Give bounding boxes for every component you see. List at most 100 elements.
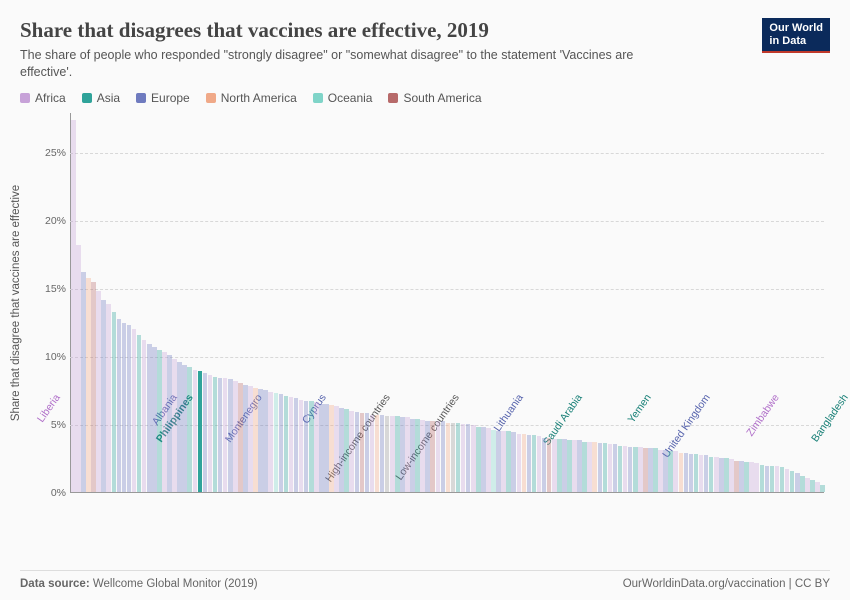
bar[interactable] — [765, 466, 770, 492]
bar[interactable] — [177, 362, 182, 492]
bar[interactable] — [461, 424, 466, 492]
x-tick-label[interactable]: Lithuania — [492, 392, 526, 434]
bar[interactable] — [172, 359, 177, 492]
bar[interactable] — [324, 404, 329, 492]
bar[interactable] — [405, 417, 410, 491]
bar[interactable] — [567, 440, 572, 491]
bar[interactable] — [734, 461, 739, 492]
bar[interactable] — [263, 390, 268, 492]
bar[interactable] — [213, 377, 218, 492]
bar[interactable] — [633, 447, 638, 492]
bar[interactable] — [147, 344, 152, 492]
bar[interactable] — [810, 480, 815, 492]
bar[interactable] — [365, 413, 370, 492]
bar[interactable] — [501, 431, 506, 492]
bar[interactable] — [603, 443, 608, 492]
bar[interactable] — [714, 457, 719, 492]
bar[interactable] — [400, 417, 405, 491]
bar[interactable] — [233, 381, 238, 492]
bar[interactable] — [481, 427, 486, 492]
bar[interactable] — [380, 415, 385, 492]
bar[interactable] — [319, 404, 324, 492]
bar[interactable] — [582, 442, 587, 492]
bar[interactable] — [274, 393, 279, 492]
bar[interactable] — [739, 461, 744, 492]
bar[interactable] — [339, 408, 344, 492]
bar[interactable] — [613, 444, 618, 491]
bar[interactable] — [486, 428, 491, 492]
bar[interactable] — [248, 386, 253, 492]
bar[interactable] — [304, 401, 309, 492]
bar[interactable] — [456, 423, 461, 492]
bar[interactable] — [618, 446, 623, 492]
bar[interactable] — [71, 120, 76, 492]
bar[interactable] — [491, 430, 496, 492]
bar[interactable] — [385, 416, 390, 492]
bar[interactable] — [476, 427, 481, 492]
bar[interactable] — [137, 335, 142, 492]
bar[interactable] — [790, 471, 795, 491]
owid-logo[interactable]: Our World in Data — [762, 18, 830, 53]
bar[interactable] — [258, 389, 263, 492]
bar[interactable] — [420, 420, 425, 492]
legend-item[interactable]: South America — [388, 91, 481, 105]
x-tick-label[interactable]: Zimbabwe — [744, 392, 782, 439]
legend-item[interactable]: Africa — [20, 91, 66, 105]
bar[interactable] — [532, 435, 537, 492]
bar[interactable] — [81, 272, 86, 491]
bar[interactable] — [122, 323, 127, 492]
bar[interactable] — [679, 453, 684, 492]
bar[interactable] — [537, 436, 542, 491]
bar[interactable] — [466, 424, 471, 492]
bar[interactable] — [623, 446, 628, 492]
bar[interactable] — [648, 448, 653, 491]
bar[interactable] — [744, 462, 749, 492]
bar[interactable] — [91, 282, 96, 492]
bar[interactable] — [795, 473, 800, 492]
legend-item[interactable]: Europe — [136, 91, 190, 105]
bar[interactable] — [198, 371, 203, 491]
bar[interactable] — [101, 300, 106, 492]
bar[interactable] — [587, 442, 592, 492]
bar[interactable] — [294, 398, 299, 491]
bar[interactable] — [719, 458, 724, 492]
bar[interactable] — [527, 435, 532, 492]
bar[interactable] — [754, 463, 759, 491]
bar[interactable] — [547, 438, 552, 492]
bar[interactable] — [127, 325, 132, 491]
bar[interactable] — [187, 367, 192, 492]
bar[interactable] — [760, 465, 765, 492]
bar[interactable] — [668, 451, 673, 492]
bar[interactable] — [506, 431, 511, 492]
bar[interactable] — [253, 388, 258, 492]
bar[interactable] — [142, 340, 147, 492]
bar[interactable] — [370, 415, 375, 492]
bar[interactable] — [608, 444, 613, 491]
bar[interactable] — [112, 312, 117, 492]
bar[interactable] — [167, 355, 172, 492]
bar[interactable] — [699, 455, 704, 492]
bar[interactable] — [653, 448, 658, 491]
bar[interactable] — [628, 447, 633, 492]
bar[interactable] — [96, 291, 101, 491]
bar[interactable] — [704, 455, 709, 492]
bar[interactable] — [820, 485, 825, 492]
bar[interactable] — [299, 400, 304, 492]
bar[interactable] — [511, 432, 516, 492]
bar[interactable] — [193, 370, 198, 492]
bar[interactable] — [673, 451, 678, 492]
bar[interactable] — [76, 245, 81, 491]
bar[interactable] — [355, 412, 360, 492]
x-tick-label[interactable]: Bangladesh — [810, 392, 850, 444]
bar[interactable] — [430, 421, 435, 491]
bar[interactable] — [770, 466, 775, 492]
bar[interactable] — [562, 439, 567, 492]
bar[interactable] — [577, 440, 582, 491]
bar[interactable] — [446, 423, 451, 492]
bar[interactable] — [238, 383, 243, 491]
bar[interactable] — [517, 434, 522, 492]
bar[interactable] — [658, 450, 663, 492]
bar[interactable] — [572, 440, 577, 491]
bar[interactable] — [724, 458, 729, 492]
attribution[interactable]: OurWorldinData.org/vaccination | CC BY — [623, 578, 830, 590]
